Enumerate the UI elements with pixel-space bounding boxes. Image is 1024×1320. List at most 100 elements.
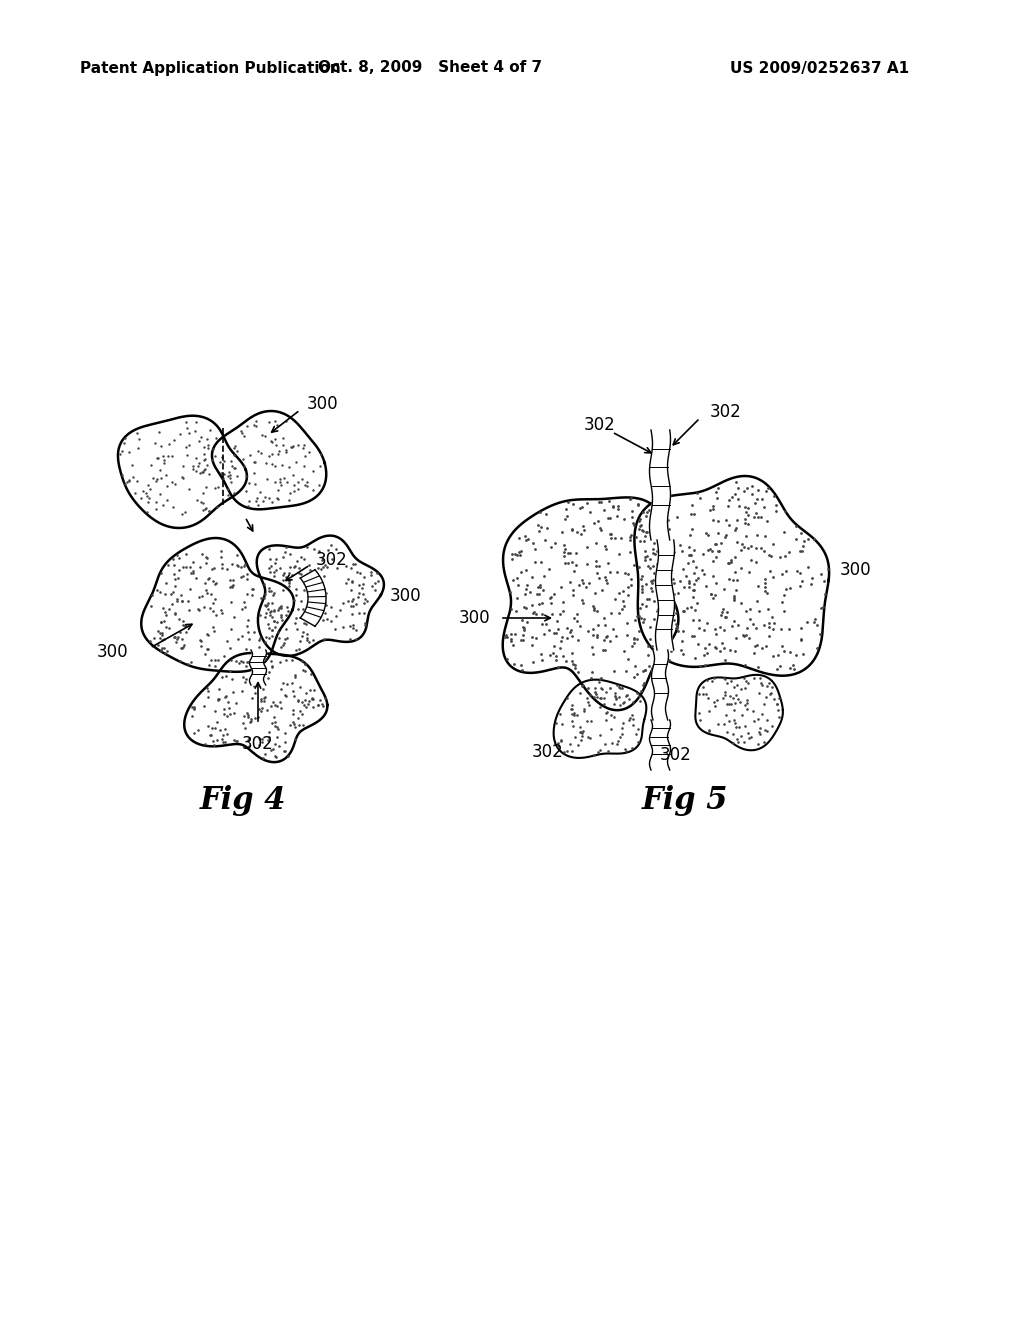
Point [196, 437, 212, 458]
Point [186, 697, 203, 718]
Point [287, 612, 303, 634]
Point [580, 492, 596, 513]
Point [203, 725, 219, 746]
Point [750, 576, 766, 597]
Point [157, 643, 173, 664]
Point [795, 643, 811, 664]
Point [524, 651, 541, 672]
Point [517, 598, 534, 619]
Point [759, 510, 775, 531]
Point [586, 744, 602, 766]
Point [632, 690, 648, 711]
Point [229, 554, 246, 576]
Point [261, 577, 278, 598]
Point [707, 618, 723, 639]
Point [196, 499, 212, 520]
Point [152, 623, 168, 644]
Point [234, 667, 251, 688]
Point [177, 412, 194, 433]
Point [199, 454, 215, 475]
Point [556, 741, 572, 762]
Point [288, 579, 304, 601]
Point [631, 620, 647, 642]
Point [271, 735, 288, 756]
Point [129, 422, 145, 444]
Point [655, 597, 672, 618]
Point [563, 741, 580, 762]
Point [140, 487, 157, 508]
Point [648, 502, 665, 523]
Point [324, 611, 340, 632]
Point [355, 583, 372, 605]
Point [723, 549, 739, 570]
Point [728, 579, 744, 601]
Point [660, 564, 677, 585]
Point [251, 735, 267, 756]
Point [214, 731, 230, 752]
Point [524, 627, 541, 648]
Point [518, 529, 535, 550]
Point [237, 717, 253, 738]
Point [279, 628, 295, 649]
Point [278, 440, 294, 461]
Point [637, 546, 653, 568]
Point [356, 612, 373, 634]
Point [574, 516, 591, 537]
Point [261, 661, 278, 682]
Point [557, 539, 573, 560]
Point [620, 585, 636, 606]
Point [351, 562, 368, 583]
Point [153, 640, 169, 661]
Point [750, 488, 766, 510]
Point [542, 619, 558, 640]
Point [749, 591, 765, 612]
Point [774, 564, 791, 585]
Point [616, 562, 633, 583]
Point [177, 616, 194, 638]
Point [252, 480, 268, 502]
Point [190, 451, 207, 473]
Point [263, 619, 280, 640]
Point [224, 681, 241, 702]
Point [657, 624, 674, 645]
Point [234, 713, 251, 734]
Point [538, 503, 554, 524]
Point [260, 593, 276, 614]
Point [199, 546, 215, 568]
Point [806, 528, 822, 549]
Point [185, 562, 202, 583]
Point [133, 487, 150, 508]
Point [761, 624, 777, 645]
Point [553, 627, 569, 648]
Point [654, 622, 671, 643]
Point [597, 733, 613, 754]
Point [565, 579, 582, 601]
Point [198, 477, 214, 498]
Point [543, 586, 559, 607]
Point [614, 590, 631, 611]
Point [776, 640, 793, 661]
Point [750, 656, 766, 677]
Point [247, 473, 263, 494]
Point [499, 627, 515, 648]
Point [556, 535, 572, 556]
Point [682, 524, 698, 545]
Point [236, 556, 252, 577]
Point [613, 723, 630, 744]
Point [272, 697, 289, 718]
Point [263, 626, 280, 647]
Text: 302: 302 [660, 746, 692, 764]
Point [612, 726, 629, 747]
Point [754, 675, 770, 696]
Point [261, 726, 278, 747]
Point [216, 450, 232, 471]
Point [721, 490, 737, 511]
Point [223, 649, 240, 671]
Point [265, 611, 282, 632]
Point [570, 734, 587, 755]
Point [606, 660, 623, 681]
Point [559, 506, 575, 527]
Polygon shape [649, 430, 671, 540]
Point [181, 422, 198, 444]
Point [171, 560, 187, 581]
